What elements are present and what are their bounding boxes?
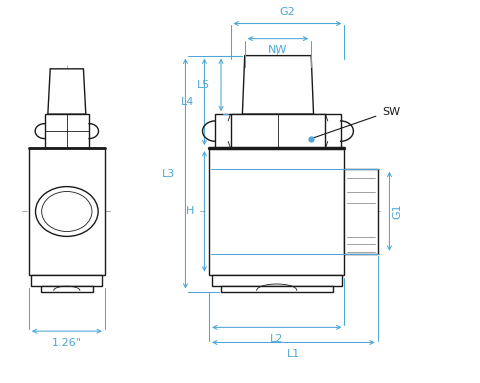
Polygon shape [344,169,378,254]
Circle shape [42,192,92,231]
Circle shape [36,187,98,236]
Text: L3: L3 [162,169,175,178]
Polygon shape [242,56,313,114]
Text: G2: G2 [279,7,295,17]
Polygon shape [209,148,344,275]
Text: L1: L1 [287,349,300,359]
Polygon shape [221,286,333,291]
Text: SW: SW [383,107,400,117]
Text: L2: L2 [270,334,284,344]
Polygon shape [48,69,86,114]
Polygon shape [31,275,102,286]
Polygon shape [29,148,105,275]
Polygon shape [216,114,341,148]
Text: L4: L4 [180,97,194,107]
Text: NW: NW [268,46,288,56]
Text: L5: L5 [197,80,211,90]
Polygon shape [212,275,342,286]
Polygon shape [41,286,93,291]
Text: H: H [186,206,194,216]
Text: 1.26": 1.26" [52,338,82,348]
Text: G1: G1 [392,203,402,219]
Polygon shape [230,114,325,148]
Polygon shape [45,114,89,148]
